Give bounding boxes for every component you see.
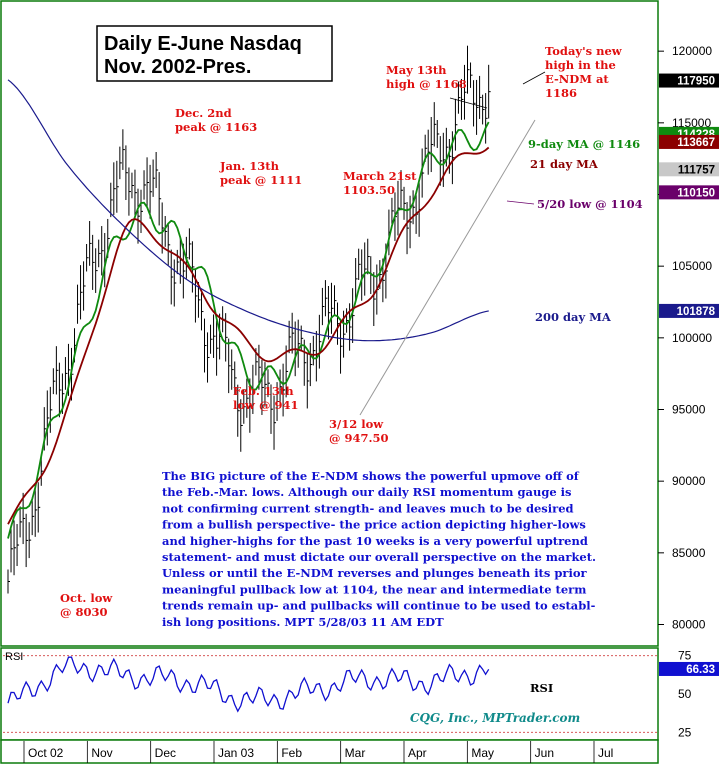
- price-tag-bg: [659, 73, 719, 88]
- price-tag-bg: [659, 661, 719, 676]
- price-tag-label: 110150: [677, 187, 715, 199]
- price-axis-label: 95000: [672, 403, 706, 417]
- commentary-line: trends remain up- and pullbacks will con…: [162, 599, 596, 613]
- date-axis-label: Jan 03: [218, 746, 254, 760]
- credit-text: CQG, Inc., MPTrader.com: [410, 711, 580, 725]
- price-axis-label: 85000: [672, 546, 706, 560]
- ann-today: Today's new high in the E-NDM at 1186: [545, 44, 623, 100]
- uptrend-line: [359, 119, 536, 416]
- price-tag-label: 117950: [677, 76, 715, 88]
- date-axis-label: Dec: [155, 746, 176, 760]
- rsi-path: [7, 656, 490, 713]
- pointer-today: [522, 71, 546, 85]
- price-tag: 66.33: [659, 661, 719, 676]
- price-tag-bg: [659, 162, 719, 177]
- rsi-series-label: RSI: [530, 681, 553, 695]
- ann-mar21: March 21st 1103.50: [343, 169, 417, 197]
- ann-mar12: 3/12 low @ 947.50: [329, 417, 389, 445]
- date-axis-frame: [0, 739, 659, 764]
- rsi-line: [7, 656, 490, 713]
- ann-jan13: Jan. 13th peak @ 1111: [219, 159, 302, 187]
- commentary-line: from a bullish perspective- the price ac…: [162, 518, 586, 532]
- price-axis-label: 115000: [672, 116, 711, 130]
- price-bars: [7, 45, 491, 594]
- price-tag-label: 101878: [677, 306, 716, 318]
- commentary-line: the Feb.-Mar. lows. Although our daily R…: [162, 485, 572, 499]
- date-axis-label: Apr: [408, 746, 427, 760]
- commentary-line: ish long positions. MPT 5/28/03 11 AM ED…: [162, 615, 444, 629]
- ann-ma200: 200 day MA: [535, 310, 612, 324]
- price-tag-label: 113667: [677, 137, 715, 149]
- pointer-may13: [449, 97, 488, 109]
- price-tag: 101878: [659, 303, 719, 318]
- ma-line-9-day-ma: [7, 121, 490, 539]
- price-tag-bg: [659, 134, 719, 149]
- date-axis-label: Jul: [598, 746, 613, 760]
- price-axis-label: 120000: [672, 44, 712, 58]
- rsi-axis-label: 50: [678, 687, 692, 701]
- price-tag: 113667: [659, 134, 719, 149]
- price-tag: 110150: [659, 185, 719, 200]
- date-axis-label: Jun: [535, 746, 554, 760]
- moving-averages: [7, 79, 490, 539]
- date-axis-label: May: [471, 746, 494, 760]
- date-axis-label: Oct 02: [28, 746, 64, 760]
- ma-line-21-day-ma: [7, 146, 490, 525]
- ann-dec2: Dec. 2nd peak @ 1163: [175, 106, 257, 134]
- chart-title: Daily E-June Nasdaq: [104, 33, 302, 55]
- commentary-line: The BIG picture of the E-NDM shows the p…: [162, 469, 580, 483]
- price-tag-label: 111757: [678, 164, 715, 176]
- price-tags: 11795011422811366711175711015010187866.3…: [659, 73, 719, 676]
- ann-may13: May 13th high @ 1168: [386, 63, 467, 91]
- ann-feb13: Feb. 13th low @ 941: [233, 384, 298, 412]
- rsi-panel-label: RSI: [5, 651, 23, 663]
- date-axis-label: Mar: [345, 746, 366, 760]
- price-tag-bg: [659, 303, 719, 318]
- commentary-line: Unless or until the E-NDM reverses and p…: [162, 566, 587, 580]
- ann-low520: 5/20 low @ 1104: [537, 197, 643, 211]
- date-axis-label: Nov: [91, 746, 112, 760]
- price-axis-label: 80000: [672, 618, 706, 632]
- date-axis: Oct 02 Nov Dec Jan 03 Feb Mar Apr May Jun Jul: [23, 741, 613, 763]
- title-box: [96, 25, 333, 82]
- commentary-text: The BIG picture of the E-NDM shows the p…: [162, 469, 596, 629]
- price-axis-label: 105000: [672, 259, 712, 273]
- pointer-low520: [506, 200, 535, 205]
- commentary-line: statement- and must dictate our overall …: [162, 550, 596, 564]
- commentary-line: meaningful pullback low at 1104, the nea…: [162, 582, 586, 596]
- rsi-axis-label: 25: [678, 725, 692, 739]
- price-tag: 111757: [659, 162, 719, 177]
- price-tag: 117950: [659, 73, 719, 88]
- price-axis-label: 100000: [672, 331, 712, 345]
- ann-ma9: 9-day MA @ 1146: [528, 137, 640, 151]
- ann-ma21: 21 day MA: [530, 157, 599, 171]
- price-axis-label: 90000: [672, 474, 706, 488]
- price-tag-bg: [659, 185, 719, 200]
- date-axis-label: Feb: [281, 746, 302, 760]
- rsi-axis: 25 50 75: [3, 649, 692, 739]
- ma-line-200-day-ma: [7, 79, 489, 342]
- commentary-line: and higher-highs for the past 10 weeks i…: [162, 534, 588, 548]
- chart-subtitle: Nov. 2002-Pres.: [104, 56, 252, 78]
- price-tag-label: 66.33: [686, 664, 715, 676]
- ann-oct: Oct. low @ 8030: [60, 591, 113, 619]
- commentary-line: not confirming current strength- and lea…: [162, 501, 574, 515]
- rsi-axis-label: 75: [678, 649, 692, 663]
